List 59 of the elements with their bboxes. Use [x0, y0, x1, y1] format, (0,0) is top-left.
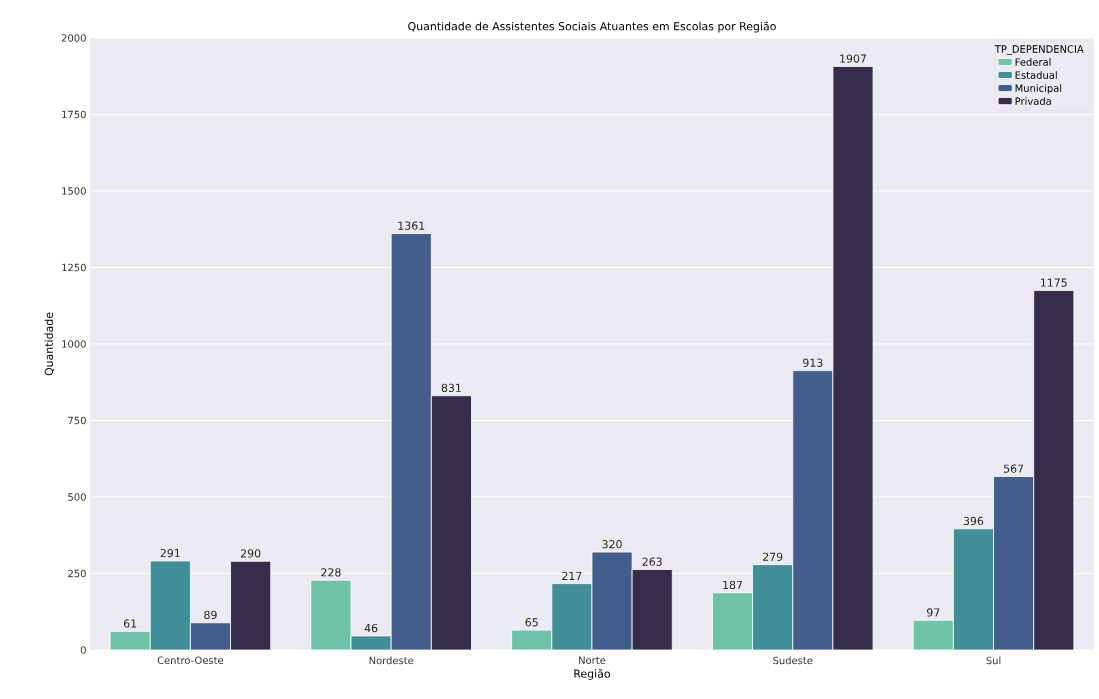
data-label: 396: [963, 516, 984, 526]
x-axis-title: Região: [574, 669, 611, 680]
data-label: 1175: [1041, 278, 1067, 287]
chart-title: Quantidade de Assistentes Sociais Atuantes em Escolas por Região: [408, 21, 776, 33]
x-tick-label: Nordeste: [369, 656, 414, 665]
bar: [551, 583, 593, 650]
data-label: 217: [562, 571, 582, 580]
bar: [390, 233, 432, 650]
data-label: 263: [642, 557, 662, 566]
data-label: 89: [204, 610, 217, 620]
bar: [430, 395, 472, 650]
legend-label: Estadual: [1015, 71, 1057, 79]
y-tick-label: 500: [68, 493, 86, 501]
bar: [912, 619, 954, 650]
legend-label: Privada: [1015, 97, 1051, 105]
x-tick-label: Norte: [579, 656, 606, 664]
bar: [591, 551, 633, 650]
data-label: 831: [441, 383, 461, 392]
data-label: 228: [321, 568, 341, 577]
data-label: 320: [602, 540, 622, 549]
legend-label: Federal: [1015, 58, 1051, 66]
bar: [189, 622, 231, 650]
data-label: 291: [160, 548, 180, 558]
y-tick-label: 1250: [62, 263, 86, 272]
data-label: 97: [927, 608, 940, 617]
data-label: 1361: [398, 221, 425, 230]
data-label: 46: [364, 623, 378, 633]
data-label: 567: [1004, 464, 1024, 473]
bar: [149, 560, 191, 650]
data-label: 65: [525, 618, 538, 627]
x-tick-label: Sudeste: [773, 656, 813, 665]
y-axis-title: Quantidade: [44, 312, 55, 376]
bar: [1033, 290, 1075, 650]
data-label: 279: [763, 552, 783, 561]
bar: [832, 66, 874, 650]
bar: [230, 560, 272, 650]
bar: [752, 564, 794, 650]
x-tick-label: Centro-Oeste: [157, 656, 224, 665]
data-label: 913: [803, 358, 823, 367]
bar: [952, 528, 994, 650]
bar: [993, 476, 1035, 650]
data-label: 61: [123, 619, 137, 628]
data-label: 187: [723, 580, 743, 590]
legend-label: Municipal: [1015, 84, 1062, 94]
y-tick-label: 1500: [62, 187, 86, 195]
y-tick-label: 0: [80, 646, 86, 654]
bar: [792, 370, 834, 650]
legend-title: TP_DEPENDENCIA: [994, 45, 1084, 55]
data-label: 290: [240, 549, 261, 558]
y-tick-label: 1000: [62, 340, 86, 348]
y-tick-label: 250: [68, 569, 86, 578]
bar: [631, 569, 673, 650]
y-tick-label: 1750: [62, 110, 86, 119]
bar: [310, 579, 352, 650]
bar: [712, 592, 753, 650]
y-tick-label: 750: [68, 416, 86, 425]
y-tick-label: 2000: [61, 34, 86, 42]
x-tick-label: Sul: [986, 656, 1001, 665]
data-label: 1907: [840, 54, 866, 63]
